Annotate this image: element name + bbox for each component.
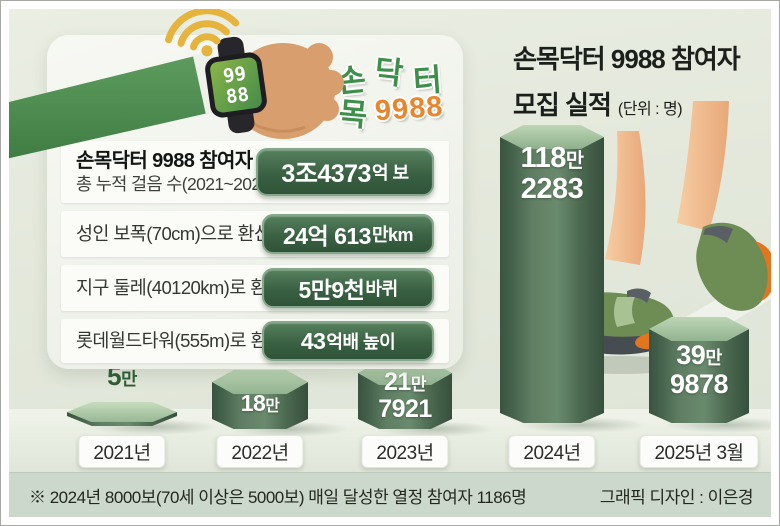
footer-note: ※ 2024년 8000보(70세 이상은 5000보) 매일 달성한 열정 참… — [29, 487, 527, 507]
stat-row-tower: 롯데월드타워(555m)로 환산 시 43 억배 높이 — [61, 319, 449, 363]
stat-label: 성인 보폭(70cm)으로 환산 시 — [76, 223, 292, 245]
signal-waves-icon — [165, 9, 240, 57]
stat-label: 지구 둘레(40120km)로 환산 시 — [76, 277, 305, 299]
year-label-chip: 2025년 3월 — [639, 435, 759, 468]
stat-label: 롯데월드타워(555m)로 환산 시 — [76, 330, 305, 352]
stat-row-earth: 지구 둘레(40120km)로 환산 시 5만9천 바퀴 — [61, 265, 449, 311]
year-label-chip: 2021년 — [78, 435, 166, 468]
bar-value-label-2023: 21만 7921 — [378, 368, 432, 423]
stat-row-stride: 성인 보폭(70cm)으로 환산 시 24억 613 만km — [61, 211, 449, 257]
chart-title-line1: 손목닥터 9988 참여자 — [513, 44, 741, 74]
chart-title: 손목닥터 9988 참여자 모집 실적 (단위 : 명) — [513, 39, 741, 122]
smartwatch: 99 88 — [205, 36, 267, 134]
brand-logo: 손 목 닥 터 9988 — [335, 49, 465, 141]
bar-column-2025 — [649, 317, 749, 423]
year-label-chip: 2022년 — [216, 435, 304, 468]
infographic-canvas: 5만 18만 21만 7921 118만 2283 39만 9878 2021년… — [9, 9, 771, 517]
walking-legs-illustration — [559, 101, 771, 374]
watch-display-line2: 88 — [225, 83, 251, 108]
credit-text: 그래픽 디자인 : 이은경 — [599, 487, 754, 507]
watch-display-line1: 99 — [222, 63, 248, 88]
stat-value-badge: 5만9천 바퀴 — [262, 268, 434, 308]
brand-number: 9988 — [373, 90, 445, 128]
bar-value-label-2022: 18만 — [240, 390, 280, 416]
stat-value-badge: 43 억배 높이 — [262, 321, 434, 361]
stat-row-total-steps: 손목닥터 9988 참여자 총 누적 걸음 수(2021~2024년) 3조43… — [61, 141, 449, 203]
bar-column-2022 — [212, 370, 308, 429]
bar-value-label-2025: 39만 9878 — [669, 340, 729, 399]
brand-char: 닥 — [372, 53, 405, 92]
bar-value-label-2024: 118만 2283 — [520, 142, 584, 205]
stat-value-badge: 3조4373 억 보 — [256, 148, 434, 196]
stat-value-badge: 24억 613 만km — [262, 214, 434, 254]
bar-column-2024 — [500, 125, 604, 423]
bar-value-label-2021: 5만 — [107, 361, 137, 391]
chart-unit-note: (단위 : 명) — [617, 101, 683, 118]
smartwatch-illustration: 99 88 — [9, 9, 344, 159]
stat-label: 손목닥터 9988 참여자 총 누적 걸음 수(2021~2024년) — [76, 149, 291, 194]
chart-title-line2: 모집 실적 — [513, 90, 612, 120]
year-label-chip: 2024년 — [508, 435, 596, 468]
year-label-chip: 2023년 — [361, 435, 449, 468]
bar-column-2021 — [67, 402, 177, 429]
footer-band: ※ 2024년 8000보(70세 이상은 5000보) 매일 달성한 열정 참… — [9, 472, 771, 517]
